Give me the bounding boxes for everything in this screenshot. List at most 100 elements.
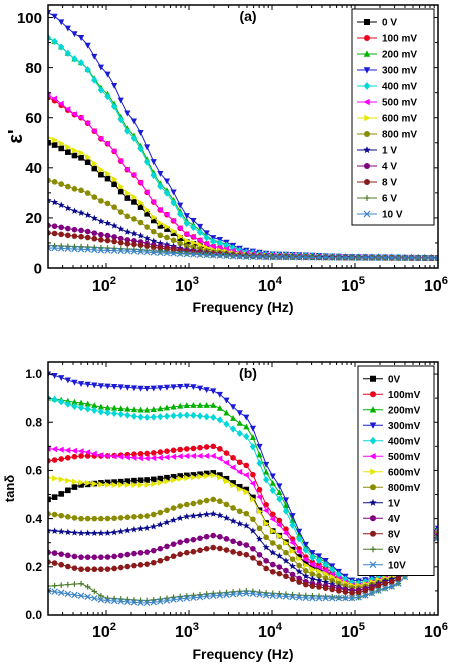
data-point <box>124 189 131 197</box>
data-point <box>97 529 105 537</box>
data-point <box>137 599 144 606</box>
data-point <box>203 233 210 242</box>
data-point <box>236 429 243 437</box>
data-point <box>243 510 250 517</box>
data-point <box>230 455 236 461</box>
data-point <box>223 459 229 466</box>
data-point <box>78 233 84 240</box>
data-point <box>78 227 84 234</box>
data-point <box>230 538 236 545</box>
data-point <box>176 453 183 460</box>
data-point <box>434 534 438 542</box>
data-point <box>110 148 117 155</box>
data-point <box>163 404 171 411</box>
data-point <box>64 447 71 454</box>
data-point <box>157 223 164 229</box>
data-point <box>131 193 138 201</box>
data-point <box>217 472 223 478</box>
legend-marker <box>369 452 376 460</box>
data-point <box>196 412 204 420</box>
data-point <box>250 494 256 501</box>
data-point <box>256 451 263 458</box>
legend-marker <box>364 19 370 25</box>
data-point <box>223 252 230 260</box>
data-point <box>243 486 250 493</box>
plot-frame <box>47 4 439 269</box>
data-point <box>170 453 177 460</box>
y-tick-label: 0 <box>34 260 42 277</box>
data-point <box>157 475 164 482</box>
data-point <box>51 550 58 556</box>
data-point <box>58 140 65 147</box>
data-point <box>78 580 84 587</box>
data-point <box>117 564 124 571</box>
data-point <box>217 545 223 552</box>
data-point <box>57 201 65 209</box>
data-point <box>250 496 257 503</box>
data-point <box>210 544 217 551</box>
data-point <box>124 241 131 247</box>
data-point <box>57 100 64 107</box>
data-point <box>97 135 104 142</box>
data-point <box>249 590 257 597</box>
data-point <box>302 556 309 563</box>
legend-entry: 8V <box>363 529 401 540</box>
data-point <box>157 245 164 251</box>
data-point <box>111 479 117 485</box>
data-point <box>381 585 389 592</box>
data-point <box>65 149 71 155</box>
data-point <box>48 475 52 480</box>
data-point <box>78 453 84 459</box>
data-point <box>150 217 157 224</box>
data-point <box>217 533 223 540</box>
data-point <box>421 254 429 262</box>
data-point <box>249 443 256 451</box>
data-point <box>209 510 217 517</box>
panel-label: (b) <box>239 365 257 381</box>
data-point <box>163 518 171 526</box>
data-point <box>282 254 290 261</box>
legend-entry: 10 V <box>357 210 403 221</box>
legend-label: 4 V <box>382 162 397 173</box>
data-point <box>144 243 150 250</box>
data-point <box>315 254 323 261</box>
data-point <box>143 248 151 256</box>
data-point <box>71 402 78 410</box>
data-point <box>90 529 98 537</box>
data-point <box>57 245 65 252</box>
data-point <box>97 596 105 604</box>
data-point <box>138 481 144 488</box>
data-point <box>130 134 138 142</box>
data-point <box>130 599 138 606</box>
data-point <box>150 406 157 413</box>
data-point <box>249 434 256 441</box>
data-point <box>143 189 150 196</box>
data-point <box>130 118 138 125</box>
y-tick-label: 0.2 <box>25 560 42 574</box>
legend-label: 300mV <box>388 421 421 432</box>
data-point <box>229 252 237 260</box>
x-tick-label-base: 10 <box>92 624 110 641</box>
data-point <box>335 254 343 261</box>
data-point <box>144 450 150 457</box>
data-point <box>151 214 158 221</box>
data-point <box>65 232 71 239</box>
data-point <box>190 500 197 507</box>
data-point <box>77 592 85 599</box>
data-point <box>90 214 98 222</box>
data-point <box>51 582 58 589</box>
legend-marker <box>370 530 376 537</box>
data-point <box>170 237 177 244</box>
data-point <box>97 403 104 410</box>
data-point <box>170 553 177 560</box>
data-point <box>223 409 230 416</box>
data-point <box>190 233 196 240</box>
data-point <box>204 472 211 479</box>
legend-marker <box>363 146 371 154</box>
legend-entry: 8 V <box>357 178 397 189</box>
data-point <box>210 388 217 395</box>
y-tick-label: 40 <box>25 160 42 177</box>
data-point <box>229 464 236 471</box>
data-point <box>157 220 164 227</box>
